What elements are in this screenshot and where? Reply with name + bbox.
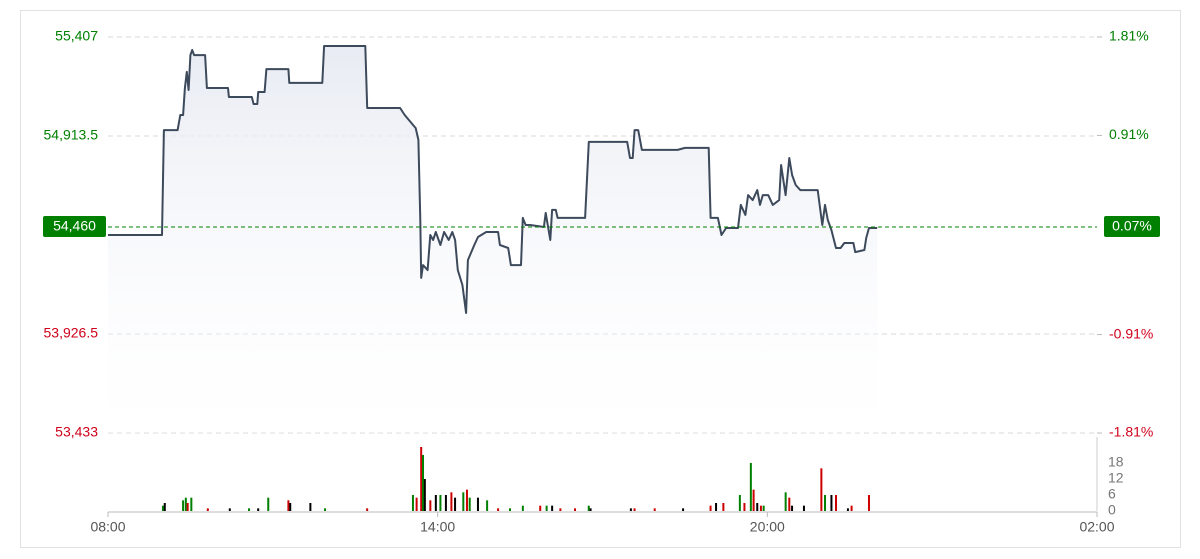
volume-bar — [486, 500, 489, 511]
volume-bar — [749, 463, 752, 511]
volume-bar — [465, 489, 468, 511]
volume-bar — [629, 508, 632, 511]
volume-bar — [762, 505, 765, 511]
last-pct-label: 0.07% — [1112, 218, 1152, 234]
volume-bar — [289, 503, 292, 511]
volume-bar — [521, 505, 524, 511]
x-tick-label: 02:00 — [1079, 519, 1114, 535]
volume-bar — [248, 508, 251, 511]
volume-bar — [454, 497, 457, 511]
volume-bar — [415, 497, 418, 511]
volume-bar — [184, 497, 187, 511]
last-price-box — [43, 215, 106, 237]
y-tick-label: 53,926.5 — [44, 325, 99, 341]
last-price-label: 54,460 — [53, 218, 96, 234]
volume-bar — [163, 503, 166, 511]
volume-bar — [411, 495, 414, 511]
volume-bar — [709, 505, 712, 511]
y-tick-label: 53,433 — [55, 424, 98, 440]
y2-tick-label: -1.81% — [1109, 424, 1153, 440]
volume-bar — [497, 508, 500, 511]
volume-bar — [366, 508, 369, 511]
volume-bar — [653, 508, 656, 511]
volume-bar — [228, 508, 231, 511]
volume-bar — [633, 508, 636, 511]
volume-bar — [186, 503, 189, 511]
frame — [20, 10, 1181, 548]
volume-bar — [468, 497, 471, 511]
volume-bar — [846, 508, 849, 511]
volume-bar — [820, 468, 823, 511]
volume-bar — [835, 495, 838, 511]
volume-tick-label: 6 — [1108, 486, 1116, 502]
volume-bar — [559, 508, 562, 511]
volume-bar — [784, 492, 787, 511]
volume-bar — [509, 508, 512, 511]
volume-bar — [752, 489, 755, 511]
volume-bar — [587, 505, 590, 511]
volume-bar — [802, 505, 805, 511]
volume-bar — [257, 508, 260, 511]
volume-bar — [589, 508, 592, 511]
volume-bar — [309, 503, 312, 511]
volume-bar — [182, 500, 185, 511]
y2-tick-label: 1.81% — [1109, 28, 1149, 44]
volume-bar — [423, 479, 426, 511]
volume-bar — [830, 495, 833, 511]
y2-tick-label: 0.91% — [1109, 126, 1149, 142]
volume-bar — [867, 495, 870, 511]
volume-bar — [161, 505, 164, 511]
volume-bar — [722, 503, 725, 511]
volume-bar — [420, 447, 423, 511]
volume-bar — [756, 503, 759, 511]
volume-bar — [545, 505, 548, 511]
volume-bar — [824, 495, 827, 511]
last-pct-box — [1104, 215, 1160, 237]
volume-bar — [759, 505, 762, 511]
y-tick-label: 54,913.5 — [44, 127, 99, 143]
volume-bar — [206, 508, 209, 511]
volume-bar — [551, 505, 554, 511]
volume-bar — [190, 497, 193, 511]
volume-tick-label: 12 — [1108, 470, 1124, 486]
volume-bar — [743, 503, 746, 511]
volume-bar — [791, 505, 794, 511]
volume-bar — [850, 505, 853, 511]
volume-bar — [439, 495, 442, 511]
volume-bar — [324, 508, 327, 511]
volume-bar — [682, 508, 685, 511]
y-tick-label: 55,407 — [55, 28, 98, 44]
volume-bar — [429, 500, 432, 511]
x-tick-label: 08:00 — [90, 519, 125, 535]
x-tick-label: 20:00 — [750, 519, 785, 535]
price-line — [108, 45, 878, 314]
volume-bar — [434, 495, 437, 511]
volume-tick-label: 0 — [1108, 502, 1116, 518]
volume-bar — [444, 495, 447, 511]
volume-bar — [738, 495, 741, 511]
x-tick-label: 14:00 — [420, 519, 455, 535]
y2-tick-label: -0.91% — [1109, 325, 1153, 341]
volume-bar — [476, 497, 479, 511]
area-fill — [108, 46, 878, 433]
volume-bar — [574, 508, 577, 511]
volume-tick-label: 18 — [1108, 454, 1124, 470]
volume-bar — [788, 497, 791, 511]
volume-bar — [287, 500, 290, 511]
volume-bar — [715, 503, 718, 511]
volume-bar — [422, 455, 425, 511]
volume-bar — [450, 492, 453, 511]
volume-bar — [267, 497, 270, 511]
volume-bar — [462, 492, 465, 511]
volume-bar — [539, 505, 542, 511]
